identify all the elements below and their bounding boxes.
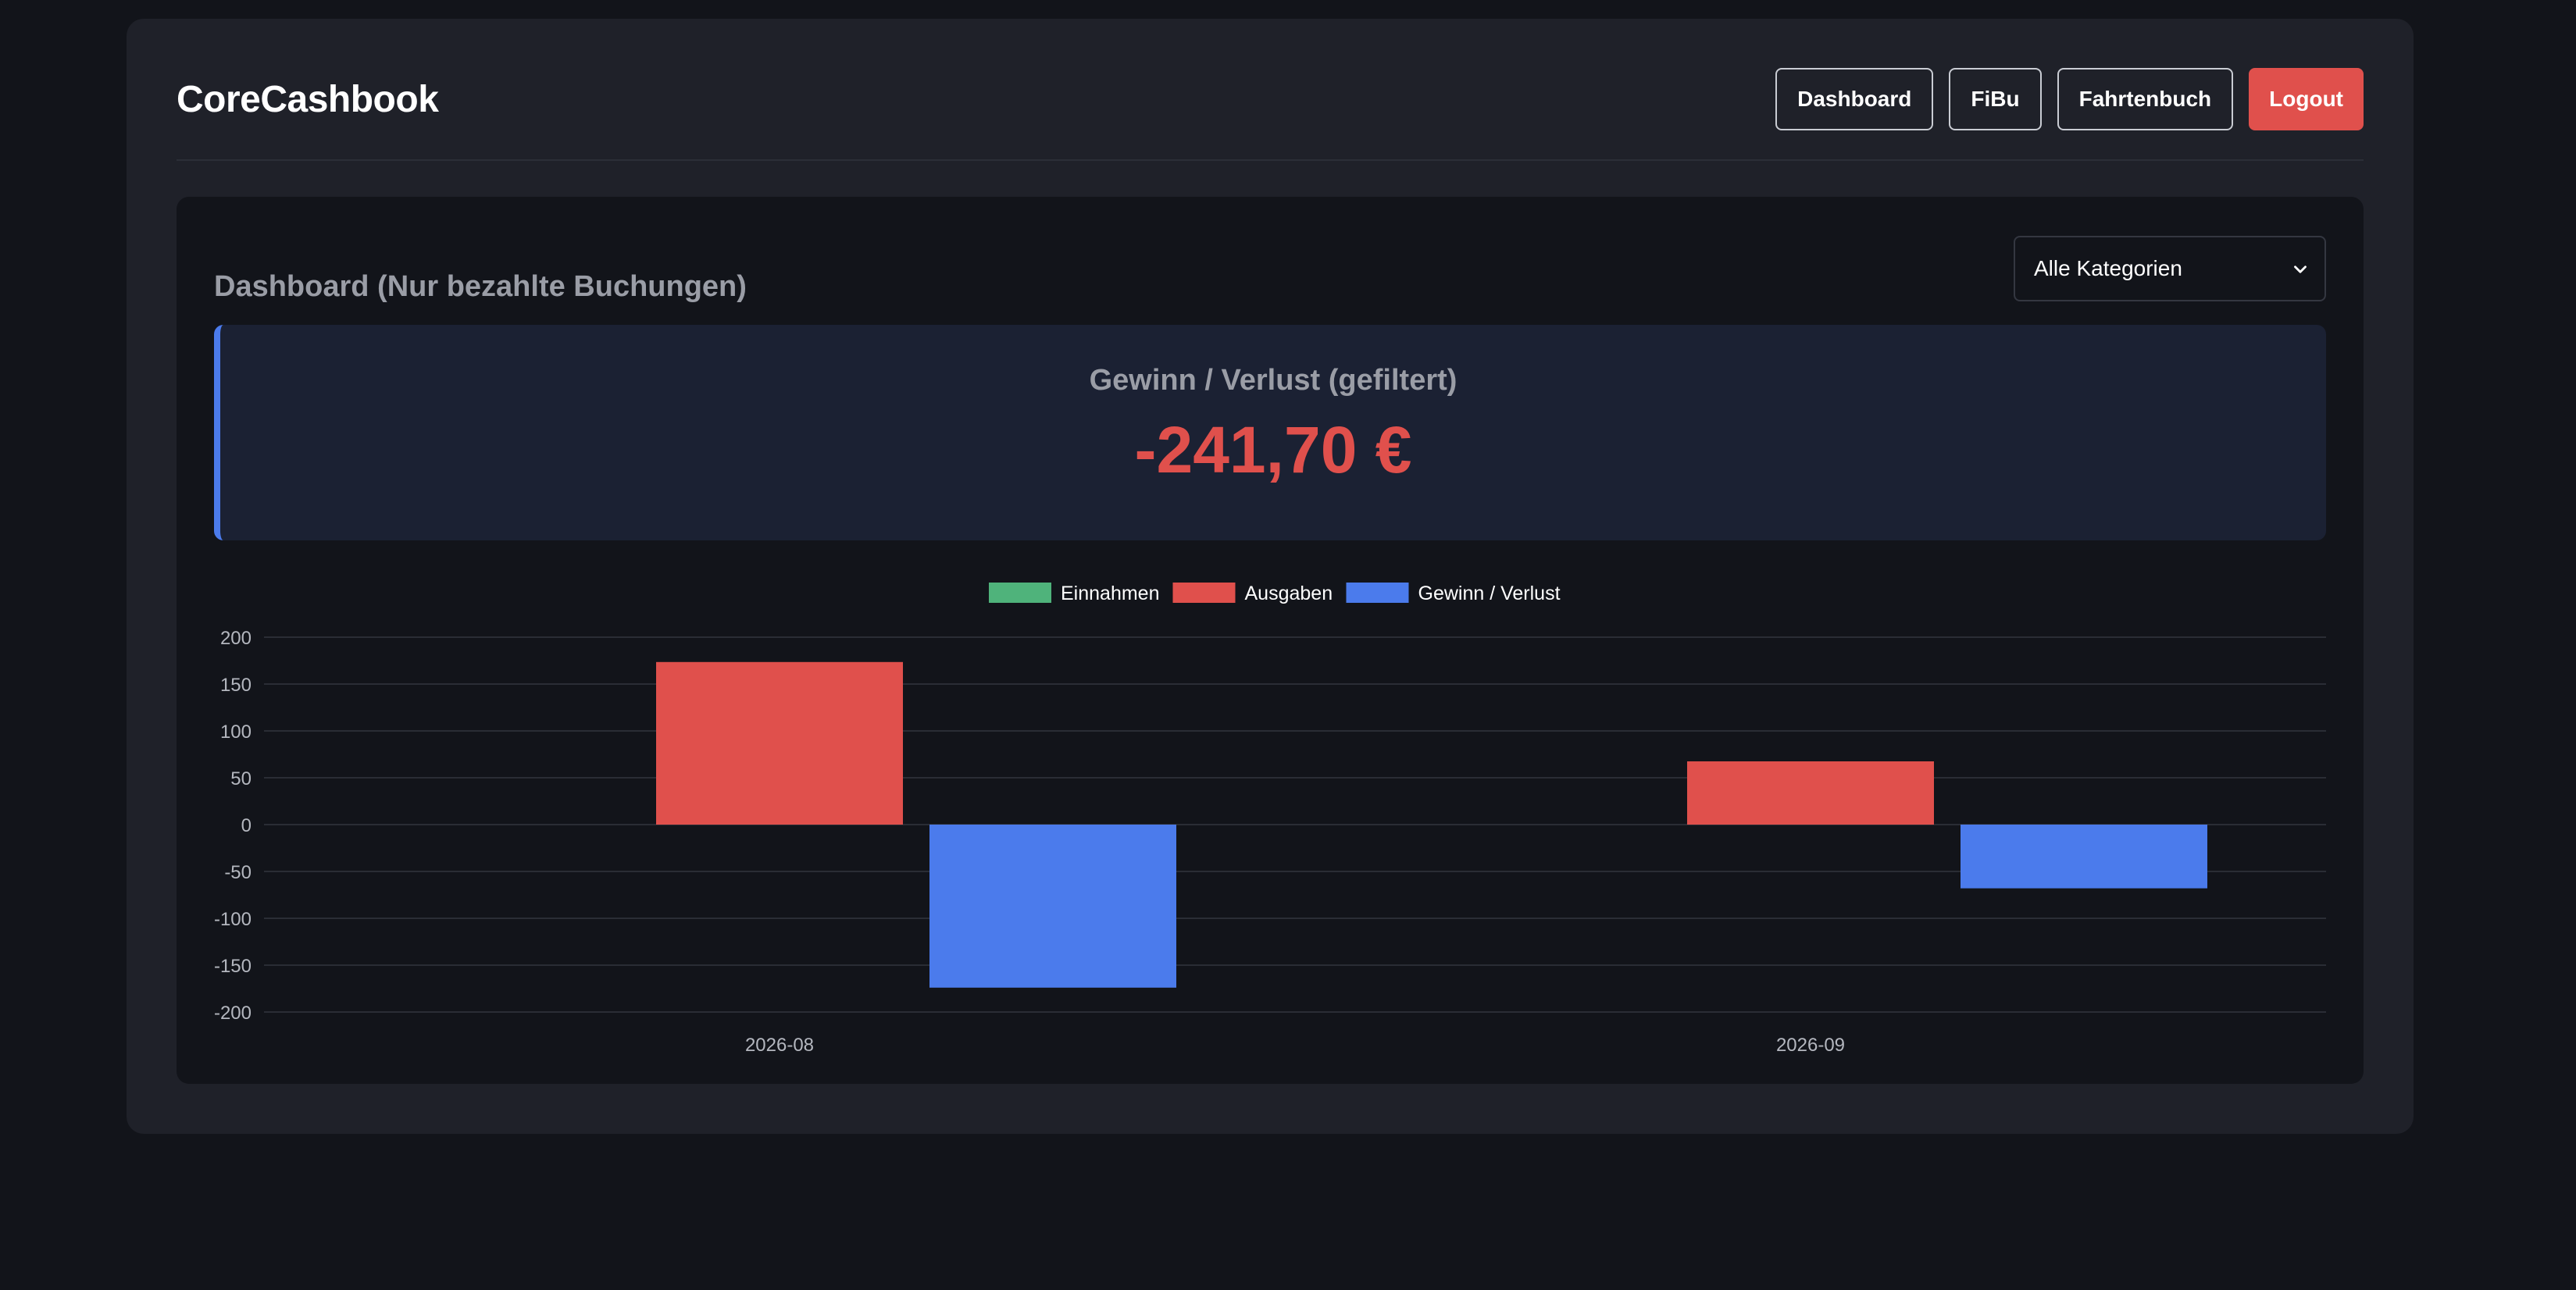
summary-label: Gewinn / Verlust (gefiltert) [1089,364,1457,397]
header: CoreCashbook Dashboard FiBu Fahrtenbuch … [177,19,2364,161]
bar [929,825,1176,988]
nav-fahrtenbuch-button[interactable]: Fahrtenbuch [2057,68,2234,130]
y-tick-label: 50 [230,768,252,789]
legend-swatch [1172,583,1236,603]
page-title: Dashboard (Nur bezahlte Buchungen) [214,270,747,303]
y-tick-label: -100 [214,909,252,930]
nav-bar: Dashboard FiBu Fahrtenbuch Logout [1775,68,2364,130]
y-tick-label: -50 [224,862,252,883]
bar [1687,761,1934,825]
legend-swatch [1346,583,1409,603]
y-tick-label: 0 [241,815,252,836]
app-card: CoreCashbook Dashboard FiBu Fahrtenbuch … [127,19,2414,1134]
category-select[interactable]: Alle Kategorien [2014,236,2326,301]
logout-button[interactable]: Logout [2249,68,2364,130]
y-tick-label: 150 [220,675,252,696]
nav-fibu-button[interactable]: FiBu [1949,68,2042,130]
y-tick-label: 200 [220,628,252,649]
bar [1961,825,2207,889]
nav-dashboard-button[interactable]: Dashboard [1775,68,1934,130]
bar-chart: 200 150 100 50 0 -50 -100 -150 -200 Einnahmen Ausg… [214,583,2326,1056]
bar [656,661,903,825]
profit-summary-card: Gewinn / Verlust (gefiltert) -241,70 € [214,325,2326,540]
app-title: CoreCashbook [177,79,439,120]
legend-swatch [989,583,1051,603]
legend-label: Ausgaben [1245,583,1333,604]
y-tick-label: -150 [214,956,252,977]
y-tick-label: -200 [214,1003,252,1024]
category-select-value: Alle Kategorien [2034,256,2182,280]
dashboard-panel: Dashboard (Nur bezahlte Buchungen) Alle … [177,197,2364,1084]
legend-label: Einnahmen [1061,583,1159,604]
x-tick-label: 2026-08 [745,1035,814,1056]
x-tick-label: 2026-09 [1776,1035,1845,1056]
y-tick-label: 100 [220,722,252,743]
chevron-down-icon [2294,265,2307,273]
summary-value: -241,70 € [1134,413,1412,486]
legend-label: Gewinn / Verlust [1418,583,1561,604]
